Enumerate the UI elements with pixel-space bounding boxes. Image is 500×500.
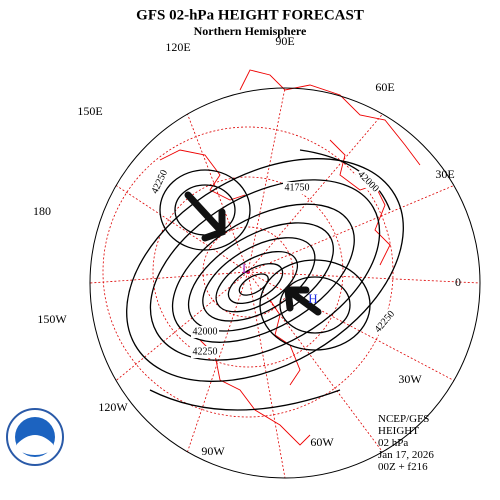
- meridian: [247, 113, 383, 273]
- meridian: [187, 113, 249, 273]
- meridian: [247, 271, 455, 381]
- longitude-label: 90W: [201, 444, 225, 458]
- meridian: [247, 271, 286, 479]
- contour: [279, 276, 351, 334]
- longitude-label: 60W: [310, 435, 334, 449]
- footer-text: NCEP/GFS: [378, 413, 429, 425]
- latitude-circle: [102, 126, 394, 418]
- contour-label-bg: [283, 182, 311, 194]
- contour: [238, 273, 269, 296]
- footer-text: HEIGHT: [378, 425, 419, 437]
- title: GFS 02-hPa HEIGHT FORECAST: [136, 7, 364, 23]
- contour: [171, 203, 355, 343]
- map-boundary: [89, 87, 481, 479]
- graticule: [89, 87, 481, 479]
- meridian: [247, 185, 455, 273]
- coast: [239, 69, 421, 166]
- longitude-label: 90E: [275, 34, 294, 48]
- coast: [269, 299, 301, 386]
- meridian: [247, 87, 286, 273]
- contour: [215, 250, 299, 313]
- longitude-label: 60E: [375, 80, 394, 94]
- coast: [159, 149, 246, 201]
- contour-label-bg: [371, 307, 399, 337]
- longitude-label: 0: [455, 275, 461, 289]
- longitude-label: 30E: [435, 167, 454, 181]
- contour-label-bg: [191, 346, 219, 358]
- contour: [202, 237, 316, 322]
- contour: [159, 169, 251, 251]
- contour-label-bg: [353, 167, 383, 197]
- contour-label-bg: [191, 326, 219, 338]
- noaa-logo: [6, 408, 64, 466]
- logo-wave: [17, 435, 53, 455]
- contour: [259, 259, 371, 351]
- longitude-label: 120E: [165, 40, 190, 54]
- footer-text: 02 hPa: [378, 437, 408, 449]
- subtitle: Northern Hemisphere: [194, 24, 307, 38]
- pressure-center: H: [308, 291, 317, 306]
- longitude-label: 150W: [37, 312, 67, 326]
- pressure-center: L: [242, 261, 250, 276]
- footer-text: Jan 17, 2026: [378, 449, 434, 461]
- contour: [149, 149, 391, 411]
- longitude-label: 180: [33, 204, 51, 218]
- latitude-circle: [152, 176, 344, 368]
- footer-text: 00Z + f216: [378, 461, 428, 473]
- longitude-label: 150E: [77, 104, 102, 118]
- arrow: [184, 191, 226, 242]
- contour-label: 41750: [285, 182, 310, 193]
- longitude-label: 30W: [398, 372, 422, 386]
- coast: [199, 339, 311, 446]
- contour-label: 42000: [193, 326, 218, 337]
- contour: [149, 179, 381, 361]
- arrow: [284, 286, 322, 316]
- contour-label: 42250: [193, 346, 218, 357]
- meridian: [115, 271, 249, 381]
- labels: 90E 60E 30E 0 30W 60W 90W 120W 150W 180 150E 120E 41…: [33, 34, 461, 473]
- meridian: [247, 271, 383, 453]
- contour-label-bg: [148, 166, 172, 198]
- longitude-label: 120W: [98, 400, 128, 414]
